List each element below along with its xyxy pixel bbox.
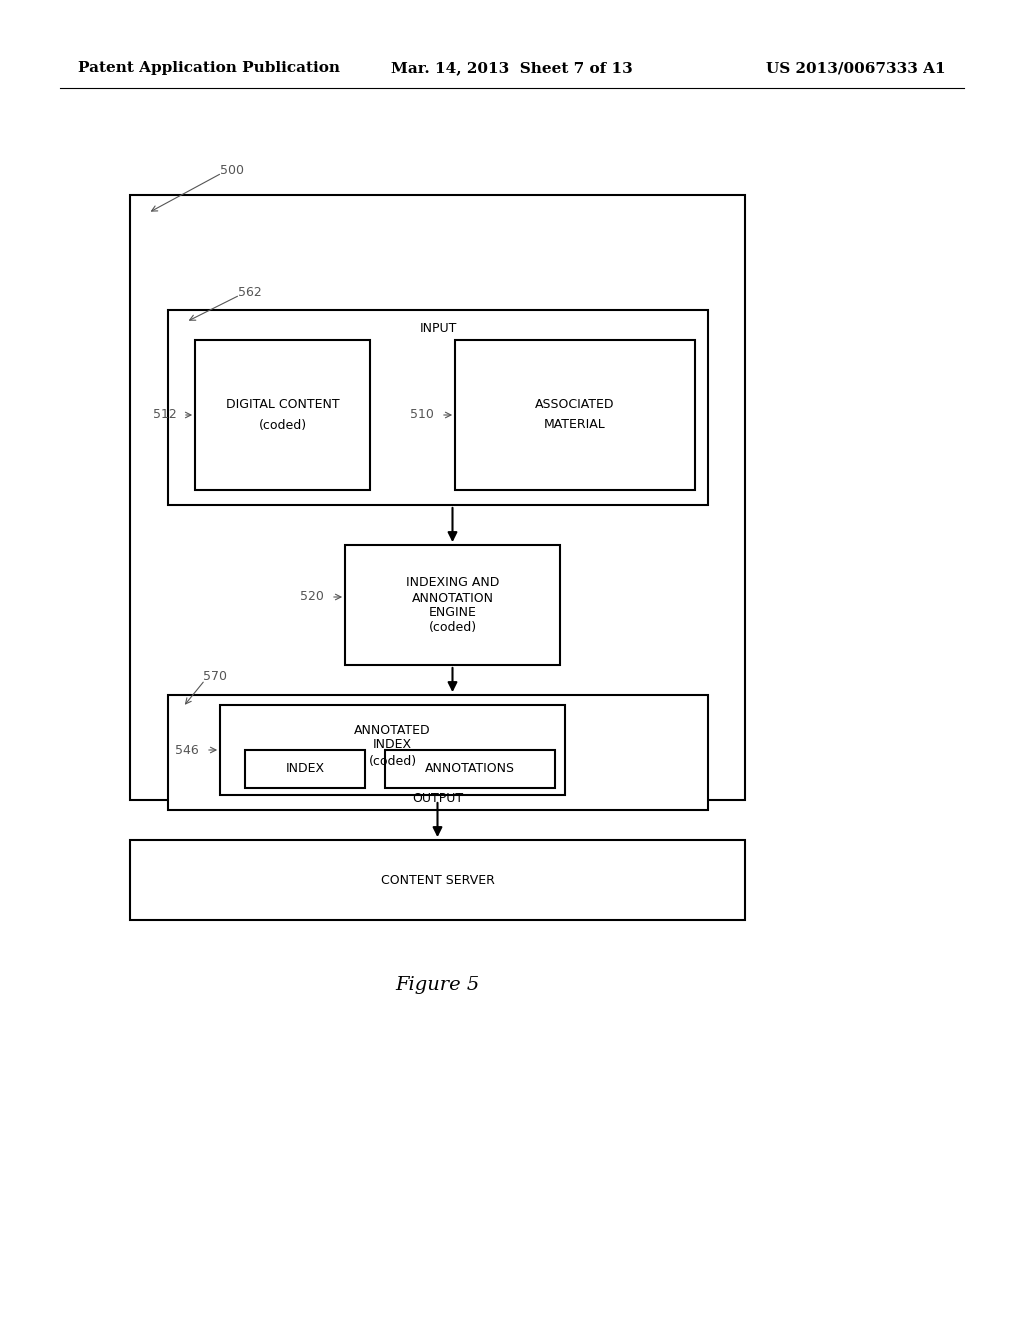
- Bar: [130, 195, 745, 800]
- Text: INDEX: INDEX: [286, 763, 325, 776]
- Text: OUTPUT: OUTPUT: [413, 792, 464, 804]
- Text: 512: 512: [153, 408, 177, 421]
- Text: Patent Application Publication: Patent Application Publication: [78, 61, 340, 75]
- Text: US 2013/0067333 A1: US 2013/0067333 A1: [766, 61, 946, 75]
- Bar: [168, 696, 708, 810]
- Bar: [168, 310, 708, 506]
- Text: INDEXING AND: INDEXING AND: [406, 577, 499, 590]
- Text: ANNOTATION: ANNOTATION: [412, 591, 494, 605]
- Text: Figure 5: Figure 5: [395, 975, 479, 994]
- Text: CONTENT SERVER: CONTENT SERVER: [381, 874, 495, 887]
- Text: 500: 500: [220, 164, 244, 177]
- Text: ENGINE: ENGINE: [429, 606, 476, 619]
- Text: 520: 520: [300, 590, 324, 603]
- Text: DIGITAL CONTENT: DIGITAL CONTENT: [225, 399, 339, 412]
- Text: (coded): (coded): [369, 755, 417, 768]
- Text: (coded): (coded): [428, 622, 476, 635]
- Bar: [245, 750, 365, 788]
- Bar: [385, 750, 555, 788]
- Bar: [130, 840, 745, 920]
- Text: ANNOTATED: ANNOTATED: [354, 723, 431, 737]
- Text: MATERIAL: MATERIAL: [544, 418, 606, 432]
- Bar: [220, 705, 565, 795]
- Text: ASSOCIATED: ASSOCIATED: [536, 399, 614, 412]
- Text: 546: 546: [175, 743, 199, 756]
- Text: 510: 510: [410, 408, 434, 421]
- Text: 570: 570: [203, 671, 227, 684]
- Bar: [455, 341, 695, 490]
- Bar: [195, 341, 370, 490]
- Text: 562: 562: [238, 285, 262, 298]
- Text: (coded): (coded): [258, 418, 306, 432]
- Bar: [345, 545, 560, 665]
- Text: INDEX: INDEX: [373, 738, 412, 751]
- Text: INPUT: INPUT: [419, 322, 457, 334]
- Text: Mar. 14, 2013  Sheet 7 of 13: Mar. 14, 2013 Sheet 7 of 13: [391, 61, 633, 75]
- Text: ANNOTATIONS: ANNOTATIONS: [425, 763, 515, 776]
